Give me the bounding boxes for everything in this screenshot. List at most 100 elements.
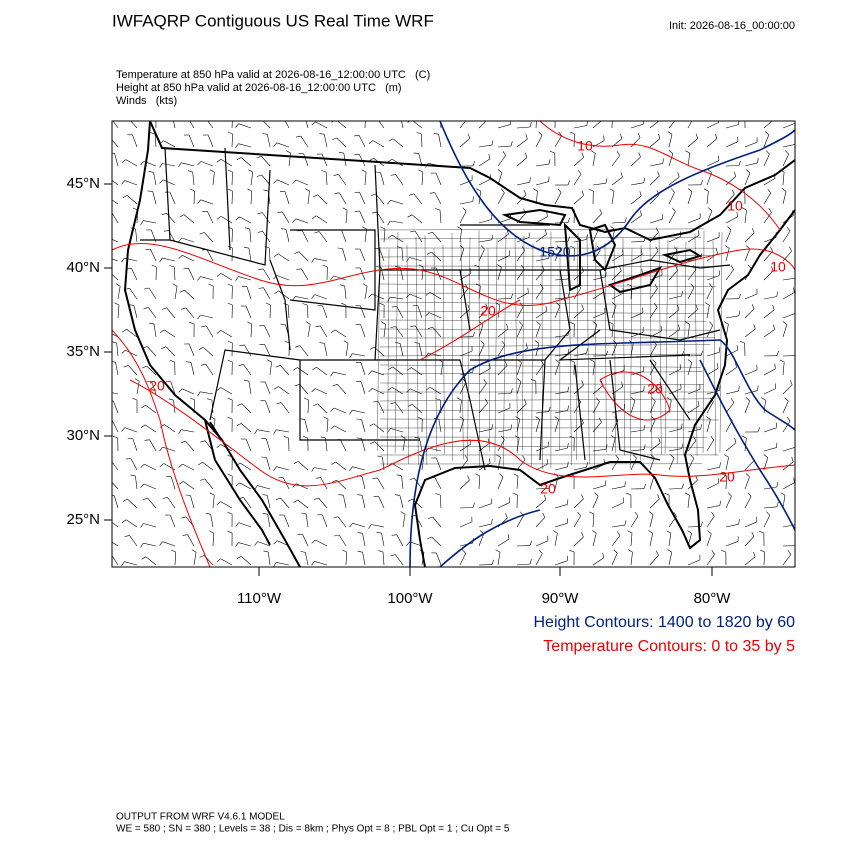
wind-barb <box>407 214 413 218</box>
wind-barb <box>744 172 751 186</box>
wind-barb <box>733 171 737 177</box>
wind-barb <box>307 399 309 414</box>
wind-barb <box>269 304 271 319</box>
wind-barb <box>719 385 721 391</box>
wind-barb <box>209 492 215 496</box>
wind-barb <box>113 400 119 414</box>
wind-barb <box>573 515 581 528</box>
wind-barb <box>715 133 718 139</box>
wind-barb <box>611 270 622 281</box>
wind-barb <box>706 122 719 129</box>
wind-barb <box>592 513 595 528</box>
wind-barb <box>667 131 673 135</box>
wind-barb <box>675 265 678 271</box>
wind-barb <box>776 350 779 356</box>
wind-barb <box>377 455 383 458</box>
wind-barb <box>227 530 233 534</box>
wind-barb <box>305 188 310 192</box>
wind-barb <box>573 422 584 433</box>
wind-barb <box>387 200 391 205</box>
great-lakes <box>501 208 703 294</box>
wind-barb <box>727 492 732 497</box>
wind-barb <box>293 367 298 371</box>
wind-barb <box>107 212 112 213</box>
wind-barb <box>261 174 271 186</box>
wind-barb <box>333 371 347 376</box>
wind-barb <box>287 304 290 319</box>
wind-barb <box>245 305 252 319</box>
wind-barb <box>497 233 509 243</box>
wind-barb <box>630 182 644 186</box>
title: IWFAQRP Contiguous US Real Time WRF <box>112 11 434 30</box>
wind-barb <box>725 315 739 319</box>
wind-barb <box>307 191 310 205</box>
wind-barb <box>117 286 121 300</box>
wind-barb <box>535 181 549 186</box>
wind-barb <box>330 371 334 377</box>
wind-barb <box>706 160 720 167</box>
wind-barb <box>611 438 616 452</box>
wind-barb <box>278 290 290 300</box>
wind-barb <box>549 151 555 154</box>
wind-barb <box>200 161 214 167</box>
wind-barb <box>394 554 404 566</box>
height-legend: Height Contours: 1400 to 1820 by 60 <box>533 614 795 631</box>
wind-barb <box>602 552 605 558</box>
wind-barb <box>586 348 588 354</box>
wind-barb <box>387 234 393 239</box>
wind-barb <box>782 144 795 148</box>
wind-barb <box>567 442 569 449</box>
wind-barb <box>390 326 396 328</box>
wind-barb <box>590 150 596 154</box>
wind-barb <box>265 302 271 306</box>
wind-barb <box>725 390 739 395</box>
wind-barb <box>203 232 214 243</box>
wind-barb <box>738 160 741 166</box>
baja <box>204 419 271 546</box>
wind-barb <box>497 429 511 433</box>
wind-barb <box>311 467 315 472</box>
wind-barb <box>199 478 205 481</box>
wind-barb <box>381 533 385 547</box>
wind-barb <box>333 516 339 519</box>
wind-barb <box>516 378 522 382</box>
wind-barb <box>776 442 778 448</box>
wind-barb <box>535 258 549 262</box>
wind-barb <box>132 134 138 148</box>
wind-barb <box>235 216 240 221</box>
wind-barb <box>592 495 599 509</box>
wind-barb <box>276 466 290 471</box>
wind-barb <box>611 191 615 205</box>
wind-barb <box>181 388 195 395</box>
wind-barb <box>681 483 684 489</box>
wind-barb <box>554 522 568 528</box>
wind-barb <box>358 135 366 148</box>
temperature-contour <box>112 242 795 306</box>
wind-barb <box>459 309 470 319</box>
wind-barb <box>706 352 720 357</box>
wind-barb <box>668 176 680 186</box>
wind-barb <box>744 536 755 547</box>
wind-barb <box>648 530 653 534</box>
wind-barb <box>280 365 290 376</box>
wind-barb <box>554 419 559 433</box>
wind-barb <box>491 518 493 524</box>
wind-barb <box>394 494 400 496</box>
wind-barb <box>238 542 252 547</box>
wind-barb <box>239 344 245 347</box>
wind-barb <box>687 479 698 490</box>
wind-barb <box>274 290 279 294</box>
wind-barb <box>706 439 714 452</box>
axis-labels: 45°N 40°N 35°N 30°N 25°N 110°W 100°W 90°W 80°W <box>66 175 731 607</box>
wind-barb <box>197 314 201 320</box>
wind-barb <box>170 476 176 490</box>
wind-barb <box>207 398 212 401</box>
wind-barb <box>751 304 755 309</box>
wind-barb <box>782 362 785 376</box>
wind-barb <box>611 254 624 262</box>
wind-barb <box>162 497 168 499</box>
wind-barb <box>144 424 157 433</box>
wind-barb <box>178 255 183 259</box>
wind-barb <box>307 324 311 338</box>
wind-barb <box>418 169 424 173</box>
